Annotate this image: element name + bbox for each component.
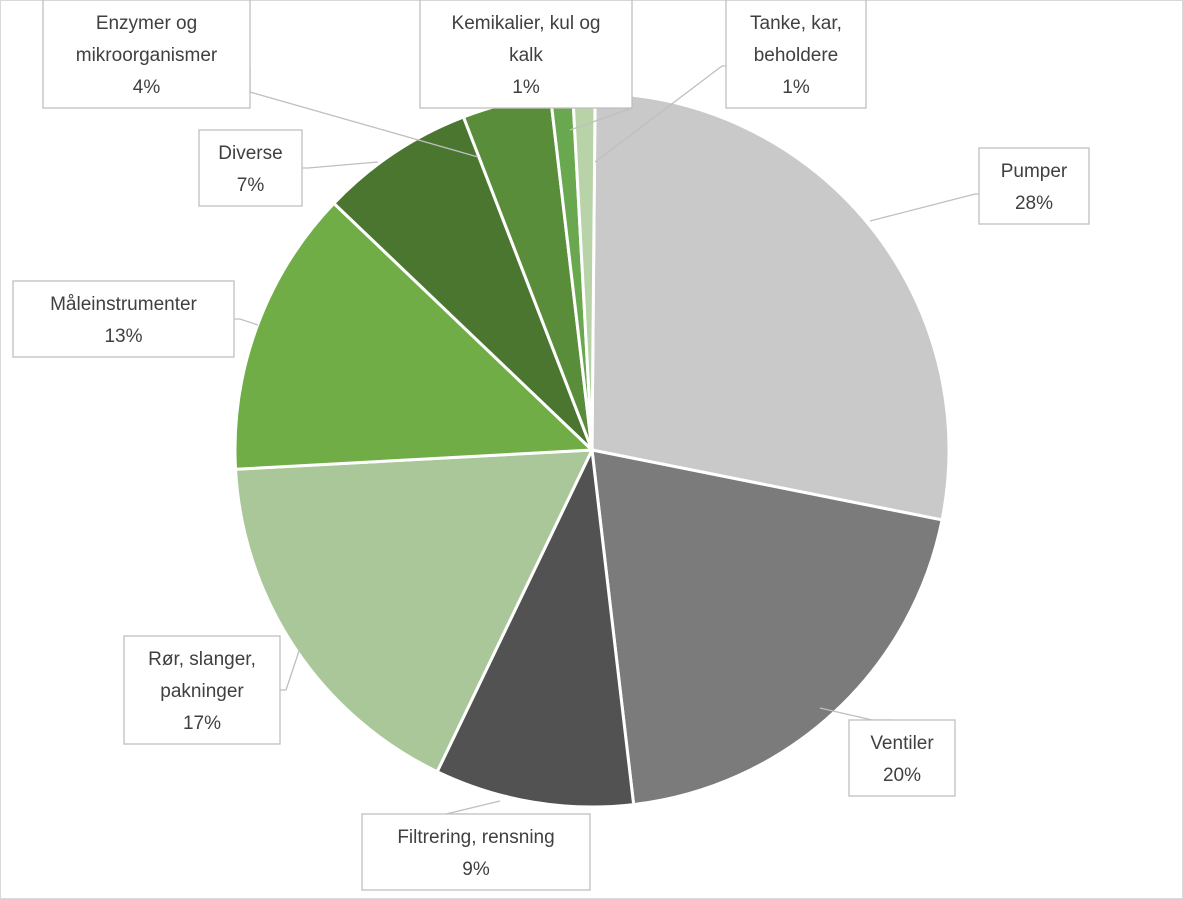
data-label-box-0 bbox=[978, 147, 1090, 225]
pie-slice-2 bbox=[435, 444, 636, 809]
data-label-6-line-0: Enzymer og bbox=[96, 13, 197, 34]
data-label-0-line-0: Pumper bbox=[1001, 161, 1068, 182]
data-label-5-line-0: Diverse bbox=[218, 143, 282, 164]
leader-line-5 bbox=[302, 161, 379, 169]
data-label-8-line-2: 1% bbox=[782, 77, 810, 98]
data-label-8-line-0: Tanke, kar, bbox=[750, 13, 842, 34]
data-label-3-line-2: 17% bbox=[183, 713, 221, 734]
leader-line-2 bbox=[445, 800, 501, 815]
data-label-1-line-1: 20% bbox=[883, 765, 921, 786]
pie-slice-3 bbox=[233, 448, 595, 774]
leader-line-0 bbox=[869, 193, 979, 222]
data-label-2-line-0: Filtrering, rensning bbox=[397, 827, 554, 848]
data-label-7-line-0: Kemikalier, kul og bbox=[452, 13, 601, 34]
leader-line-3 bbox=[280, 647, 301, 691]
data-label-2-line-1: 9% bbox=[462, 859, 490, 880]
data-label-5-line-1: 7% bbox=[237, 175, 265, 196]
data-label-box-7 bbox=[419, 0, 633, 109]
data-labels: Pumper 28% Ventiler 20% Filtrering, rensning… bbox=[12, 0, 1090, 891]
data-label-box-5 bbox=[198, 129, 303, 207]
pie-slices bbox=[233, 91, 951, 809]
data-label-box-6 bbox=[42, 0, 251, 109]
data-label-6-line-2: 4% bbox=[133, 77, 161, 98]
data-label-4-line-0: Måleinstrumenter bbox=[50, 294, 197, 315]
data-label-7-line-1: kalk bbox=[509, 45, 543, 66]
data-label-8-line-1: beholdere bbox=[754, 45, 839, 66]
data-label-3-line-1: pakninger bbox=[160, 681, 244, 702]
pie-slice-1 bbox=[590, 448, 944, 807]
pie-slice-0 bbox=[590, 91, 951, 522]
pie-slice-4 bbox=[233, 201, 596, 471]
data-label-0-line-1: 28% bbox=[1015, 193, 1053, 214]
data-label-6-line-1: mikroorganismer bbox=[76, 45, 218, 66]
data-label-box-8 bbox=[725, 0, 867, 109]
data-label-box-2 bbox=[361, 813, 591, 891]
data-label-3-line-0: Rør, slanger, bbox=[148, 649, 256, 670]
data-label-box-4 bbox=[12, 280, 235, 358]
data-label-4-line-1: 13% bbox=[104, 326, 142, 347]
leader-line-4 bbox=[234, 318, 259, 326]
pie-slice-5 bbox=[331, 114, 594, 452]
data-label-box-1 bbox=[848, 719, 956, 797]
data-label-1-line-0: Ventiler bbox=[870, 733, 934, 754]
leader-line-8 bbox=[594, 65, 726, 163]
data-label-box-3 bbox=[123, 635, 281, 745]
data-label-7-line-2: 1% bbox=[512, 77, 540, 98]
